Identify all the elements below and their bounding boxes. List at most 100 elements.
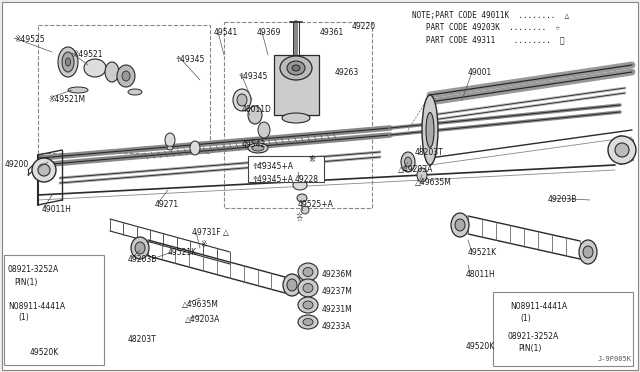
Circle shape — [38, 164, 50, 176]
Circle shape — [608, 136, 636, 164]
Text: 49541: 49541 — [214, 28, 238, 37]
Text: △49203A: △49203A — [398, 165, 433, 174]
Ellipse shape — [131, 237, 149, 259]
Ellipse shape — [303, 301, 313, 309]
Ellipse shape — [298, 263, 318, 281]
Text: 48011D: 48011D — [242, 105, 272, 114]
Text: 49011H: 49011H — [42, 205, 72, 214]
Text: 49525+A: 49525+A — [298, 200, 334, 209]
Ellipse shape — [290, 166, 306, 178]
Ellipse shape — [287, 61, 305, 75]
Bar — [4, 255, 104, 365]
Ellipse shape — [165, 133, 175, 147]
Ellipse shape — [301, 206, 309, 214]
Text: 49263: 49263 — [335, 68, 359, 77]
Text: ※49521: ※49521 — [72, 50, 102, 59]
Text: 49220: 49220 — [352, 22, 376, 31]
Text: ☦49345+A: ☦49345+A — [252, 162, 293, 171]
Text: N08911-4441A: N08911-4441A — [510, 302, 567, 311]
Ellipse shape — [293, 180, 307, 190]
Ellipse shape — [167, 146, 173, 150]
Ellipse shape — [65, 58, 70, 66]
Text: ☆: ☆ — [308, 155, 316, 164]
Ellipse shape — [426, 112, 434, 148]
Text: 08921-3252A: 08921-3252A — [8, 265, 60, 274]
Ellipse shape — [422, 95, 438, 165]
Text: 49228: 49228 — [295, 175, 319, 184]
Text: ※: ※ — [308, 155, 314, 164]
Text: 48203T: 48203T — [128, 335, 157, 344]
Text: 49001: 49001 — [468, 68, 492, 77]
Ellipse shape — [294, 169, 302, 175]
Text: (1): (1) — [520, 314, 531, 323]
Ellipse shape — [417, 168, 427, 182]
Text: 49271: 49271 — [155, 200, 179, 209]
Text: 49203B: 49203B — [128, 255, 157, 264]
Text: NOTE;PART CODE 49011K  ........  △: NOTE;PART CODE 49011K ........ △ — [412, 11, 569, 20]
Text: 08921-3252A: 08921-3252A — [508, 332, 559, 341]
Bar — [248, 156, 324, 182]
Ellipse shape — [287, 279, 297, 291]
Text: PIN(1): PIN(1) — [518, 344, 541, 353]
Ellipse shape — [233, 89, 251, 111]
Bar — [38, 25, 210, 153]
Text: 49236M: 49236M — [322, 270, 353, 279]
Circle shape — [615, 143, 629, 157]
Text: PART CODE 49203K  ........  ☆: PART CODE 49203K ........ ☆ — [412, 23, 560, 32]
Ellipse shape — [237, 94, 247, 106]
Ellipse shape — [280, 56, 312, 80]
Ellipse shape — [298, 297, 318, 313]
Ellipse shape — [62, 52, 74, 72]
Text: 49203B: 49203B — [548, 195, 577, 204]
Bar — [224, 22, 372, 208]
Text: △49635M: △49635M — [415, 178, 452, 187]
Text: ☦49345: ☦49345 — [175, 55, 204, 64]
Text: 49233A: 49233A — [322, 322, 351, 331]
Text: 49521K: 49521K — [168, 248, 197, 257]
Text: 49520K: 49520K — [466, 342, 495, 351]
Text: J-9P005K: J-9P005K — [598, 356, 632, 362]
Text: ※: ※ — [200, 240, 206, 249]
Ellipse shape — [135, 242, 145, 254]
Bar — [274, 55, 319, 115]
Ellipse shape — [58, 47, 78, 77]
Text: 49231M: 49231M — [322, 305, 353, 314]
Ellipse shape — [190, 141, 200, 155]
Text: ☦49345+A: ☦49345+A — [252, 175, 293, 184]
Text: PIN(1): PIN(1) — [14, 278, 37, 287]
Text: 49731F △: 49731F △ — [192, 228, 229, 237]
Ellipse shape — [303, 283, 313, 292]
Text: ☆: ☆ — [295, 212, 302, 221]
Text: 49521K: 49521K — [468, 248, 497, 257]
Ellipse shape — [303, 318, 313, 326]
Text: ☆: ☆ — [295, 215, 303, 224]
Ellipse shape — [252, 145, 264, 151]
Ellipse shape — [122, 71, 130, 81]
Ellipse shape — [282, 113, 310, 123]
Text: ※49521M: ※49521M — [48, 95, 85, 104]
Ellipse shape — [117, 65, 135, 87]
Ellipse shape — [283, 274, 301, 296]
Ellipse shape — [401, 152, 415, 172]
Text: (1): (1) — [18, 313, 29, 322]
Text: 49237M: 49237M — [322, 287, 353, 296]
Text: 49520K: 49520K — [30, 348, 60, 357]
Text: 48203T: 48203T — [415, 148, 444, 157]
Text: 49200: 49200 — [5, 160, 29, 169]
Text: ※49525: ※49525 — [14, 35, 45, 44]
Ellipse shape — [84, 59, 106, 77]
Ellipse shape — [404, 157, 412, 167]
Text: 49361: 49361 — [320, 28, 344, 37]
Text: 49369: 49369 — [257, 28, 282, 37]
Text: △49635M: △49635M — [182, 300, 219, 309]
Ellipse shape — [68, 87, 88, 93]
Bar — [493, 292, 633, 366]
Ellipse shape — [298, 279, 318, 297]
Text: N08911-4441A: N08911-4441A — [8, 302, 65, 311]
Text: 48011H: 48011H — [466, 270, 496, 279]
Circle shape — [32, 158, 56, 182]
Ellipse shape — [258, 122, 270, 138]
Text: △49203A: △49203A — [185, 315, 220, 324]
Ellipse shape — [583, 246, 593, 258]
Ellipse shape — [451, 213, 469, 237]
